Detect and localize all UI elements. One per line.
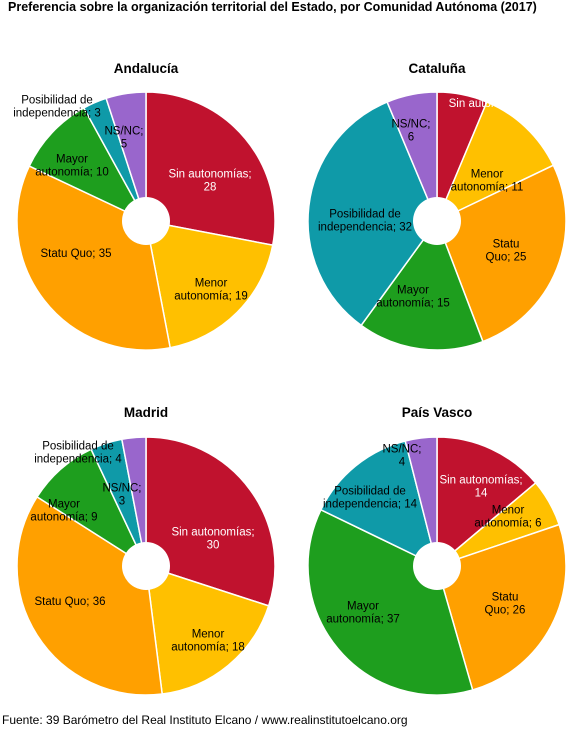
donut-hole	[413, 197, 461, 245]
slice-pais-vasco-sin-autonomias	[436, 436, 537, 568]
slice-pais-vasco-posibilidad-de-independencia	[319, 440, 439, 568]
slice-label-pais-vasco-sin-autonomias: Sin autonomías; 14	[439, 475, 522, 500]
slice-label-pais-vasco-menor-autonomia: Menor autonomía; 6	[474, 505, 541, 530]
slice-label-pais-vasco-statu-quo: Statu Quo; 26	[485, 592, 526, 617]
slice-label-andalucia-ns-nc: NS/NC; 5	[105, 126, 144, 151]
slice-label-madrid-posibilidad-de-independencia: Posibilidad de independencia; 4	[34, 441, 122, 466]
slice-label-cataluna-menor-autonomia: Menor autonomía; 11	[451, 169, 524, 194]
slice-label-andalucia-sin-autonomias: Sin autonomías; 28	[168, 169, 251, 194]
slice-label-pais-vasco-ns-nc: NS/NC; 4	[383, 444, 422, 469]
chart-title-andalucia: Andalucía	[114, 61, 179, 76]
page-title: Preferencia sobre la organización territ…	[8, 0, 537, 14]
slice-pais-vasco-ns-nc	[404, 436, 438, 567]
slice-label-cataluna-mayor-autonomia: Mayor autonomía; 15	[376, 285, 450, 310]
slice-label-madrid-ns-nc: NS/NC; 3	[103, 483, 142, 508]
donut-hole	[122, 542, 170, 590]
chart-title-madrid: Madrid	[124, 405, 168, 420]
donut-pais-vasco: País Vasco Sin autonomías; 14 Menor autonomí…	[307, 405, 567, 696]
slice-pais-vasco-mayor-autonomia	[307, 508, 474, 696]
slice-andalucia-statu-quo	[16, 165, 172, 351]
slice-label-cataluna-statu-quo: Statu Quo; 25	[486, 239, 527, 264]
chart-title-pais-vasco: País Vasco	[402, 405, 473, 420]
slice-label-andalucia-posibilidad-de-independencia: Posibilidad de independencia; 3	[13, 95, 101, 120]
slice-madrid-ns-nc	[120, 436, 147, 567]
slice-label-andalucia-mayor-autonomia: Mayor autonomía; 10	[35, 154, 109, 179]
slice-cataluna-menor-autonomia	[435, 101, 555, 223]
donut-hole	[122, 197, 170, 245]
slice-andalucia-ns-nc	[105, 91, 147, 222]
slice-pais-vasco-statu-quo	[436, 523, 567, 691]
slice-cataluna-statu-quo	[436, 164, 567, 343]
slice-label-pais-vasco-mayor-autonomia: Mayor autonomía; 37	[326, 601, 400, 626]
slice-andalucia-menor-autonomia	[145, 220, 274, 349]
slice-label-andalucia-menor-autonomia: Menor autonomía; 19	[174, 278, 248, 303]
donut-hole	[413, 542, 461, 590]
slice-andalucia-mayor-autonomia	[28, 106, 148, 223]
slice-cataluna-ns-nc	[386, 91, 438, 222]
slice-label-madrid-sin-autonomias: Sin autonomías; 30	[171, 527, 254, 552]
slice-label-cataluna-posibilidad-de-independencia: Posibilidad de independencia; 32	[318, 209, 412, 234]
slice-madrid-statu-quo	[16, 495, 164, 696]
slice-madrid-sin-autonomias	[145, 436, 276, 607]
slice-label-madrid-menor-autonomia: Menor autonomía; 18	[171, 629, 245, 654]
donut-madrid: Madrid Sin autonomías; 30 Menor autonomía; 1…	[16, 405, 276, 696]
donut-cataluna: Cataluña Sin autonomías; 6 Menor autonomía;…	[307, 61, 567, 351]
source-footer: Fuente: 39 Barómetro del Real Instituto …	[2, 713, 408, 727]
slice-label-pais-vasco-posibilidad-de-independencia: Posibilidad de independencia; 14	[323, 486, 418, 511]
slice-cataluna-posibilidad-de-independencia	[307, 101, 438, 327]
slice-label-cataluna-sin-autonomias: Sin autonomías; 6	[449, 98, 542, 110]
slice-label-cataluna-ns-nc: NS/NC; 6	[392, 119, 431, 144]
donut-andalucia: Andalucía Sin autonomías; 28 Menor autonomía…	[13, 61, 276, 351]
slice-madrid-menor-autonomia	[145, 564, 270, 695]
slice-cataluna-mayor-autonomia	[360, 219, 484, 351]
slice-label-andalucia-statu-quo: Statu Quo; 35	[41, 248, 112, 260]
slice-label-madrid-mayor-autonomia: Mayor autonomía; 9	[30, 499, 97, 524]
chart-title-cataluna: Cataluña	[408, 61, 466, 76]
slice-andalucia-sin-autonomias	[145, 91, 276, 247]
slice-label-madrid-statu-quo: Statu Quo; 36	[35, 596, 106, 608]
